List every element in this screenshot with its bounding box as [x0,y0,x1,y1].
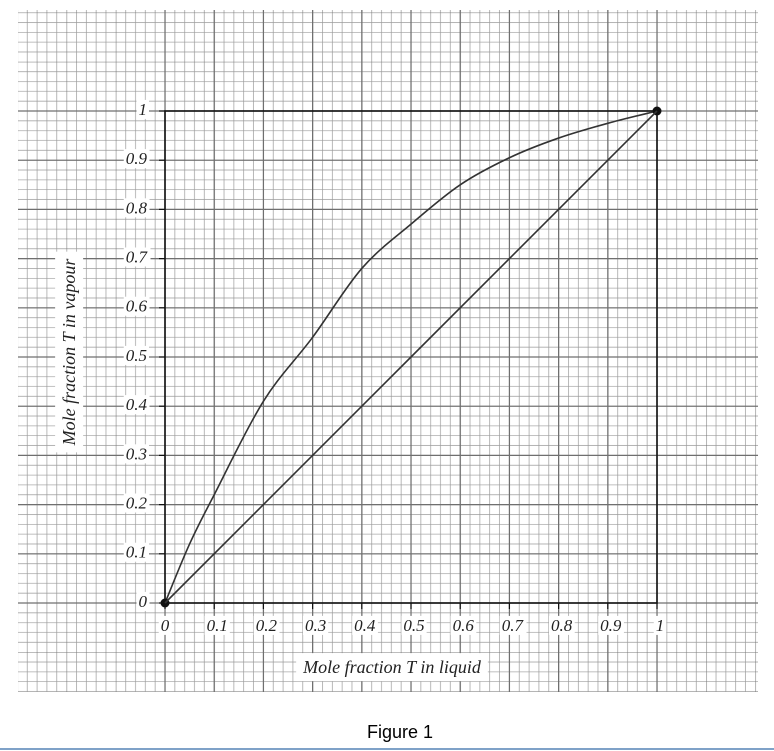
y-tick-label: 0.9 [126,149,148,168]
caption: Figure 1 [367,722,433,742]
label-background [401,615,427,635]
x-tick-label: 0.7 [502,616,525,635]
label-background [123,149,150,169]
x-tick-label: 0.8 [551,616,573,635]
x-tick-label: 1 [656,616,665,635]
label-background [55,251,84,453]
y-tick-label: 0.2 [126,494,148,513]
label-background [158,615,172,635]
y-tick-label: 0.8 [126,198,148,217]
label-background [499,615,527,635]
x-tick-label: 0.2 [256,616,278,635]
x-tick-label: 0.6 [453,616,475,635]
plot [159,106,662,609]
x-tick-label: 0.9 [600,616,622,635]
x-axis-title: Mole fraction T in liquid [302,657,482,677]
label-background [123,542,149,562]
y-tick-label: 0.5 [126,346,147,365]
label-background [598,615,624,635]
label-background [123,247,151,267]
label-background [352,615,378,635]
x-tick-label: 0 [161,616,170,635]
label-background [253,615,280,635]
y-tick-label: 0.3 [126,444,147,463]
y-tick-label: 0.4 [126,395,148,414]
label-background [123,493,150,513]
y-tick-label: 1 [139,100,148,119]
y-tick-label: 0.6 [126,297,148,316]
label-background [123,444,149,464]
label-background [136,591,150,611]
x-tick-label: 0.1 [207,616,228,635]
x-tick-label: 0.4 [354,616,376,635]
x-tick-label: 0.3 [305,616,326,635]
label-background [302,615,329,635]
label-background [450,615,477,635]
label-background [123,296,150,316]
label-background [653,615,667,635]
label-background [123,395,150,415]
y-axis-title: Mole fraction T in vapour [59,258,79,447]
label-background [136,99,149,119]
y-tick-label: 0.1 [126,543,147,562]
label-background [204,615,230,635]
label-background [296,653,488,682]
curve [164,110,658,604]
y-tick-label: 0 [139,592,148,611]
y-tick-label: 0.7 [126,248,149,267]
labels: 0 0.1 0.2 0.3 0.4 0.5 0.6 0.7 0.8 0.9 1 0 0.1 0.2 0.3 0… [55,99,667,682]
x-tick-label: 0.5 [403,616,424,635]
curve [164,110,658,604]
label-background [123,198,150,218]
label-background [123,345,149,365]
label-background [548,615,575,635]
